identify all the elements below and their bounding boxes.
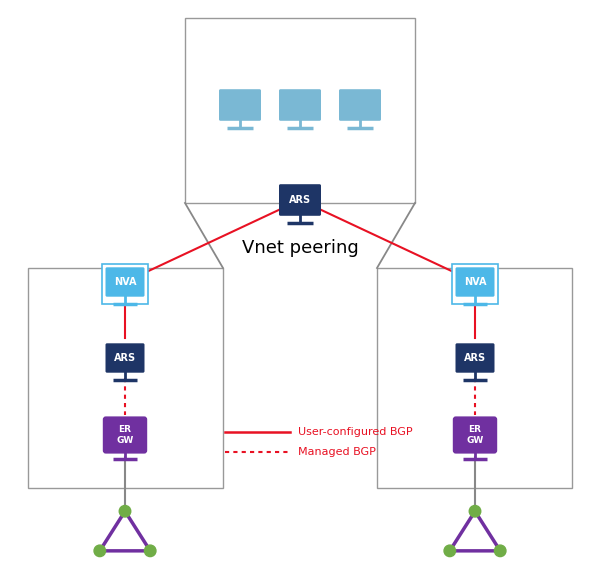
FancyBboxPatch shape xyxy=(219,89,261,121)
Text: NVA: NVA xyxy=(114,277,136,287)
FancyBboxPatch shape xyxy=(339,89,381,121)
Text: ER
GW: ER GW xyxy=(466,425,484,444)
Text: ARS: ARS xyxy=(114,353,136,363)
FancyBboxPatch shape xyxy=(103,417,147,454)
Text: Vnet peering: Vnet peering xyxy=(242,239,358,257)
Circle shape xyxy=(494,545,506,557)
Text: ARS: ARS xyxy=(464,353,486,363)
Text: ARS: ARS xyxy=(289,195,311,205)
Bar xyxy=(102,264,148,304)
Text: Managed BGP: Managed BGP xyxy=(298,447,376,457)
FancyBboxPatch shape xyxy=(455,343,494,372)
Circle shape xyxy=(119,505,131,517)
FancyBboxPatch shape xyxy=(279,184,321,216)
Bar xyxy=(185,18,415,203)
Circle shape xyxy=(444,545,455,557)
Text: ER
GW: ER GW xyxy=(116,425,134,444)
Bar xyxy=(377,268,572,488)
FancyBboxPatch shape xyxy=(455,267,494,297)
Bar xyxy=(28,268,223,488)
Bar xyxy=(452,264,498,304)
Circle shape xyxy=(469,505,481,517)
FancyBboxPatch shape xyxy=(106,267,145,297)
Text: NVA: NVA xyxy=(464,277,486,287)
FancyBboxPatch shape xyxy=(279,89,321,121)
FancyBboxPatch shape xyxy=(453,417,497,454)
FancyBboxPatch shape xyxy=(106,343,145,372)
Circle shape xyxy=(94,545,106,557)
Text: User-configured BGP: User-configured BGP xyxy=(298,427,413,437)
Circle shape xyxy=(145,545,156,557)
